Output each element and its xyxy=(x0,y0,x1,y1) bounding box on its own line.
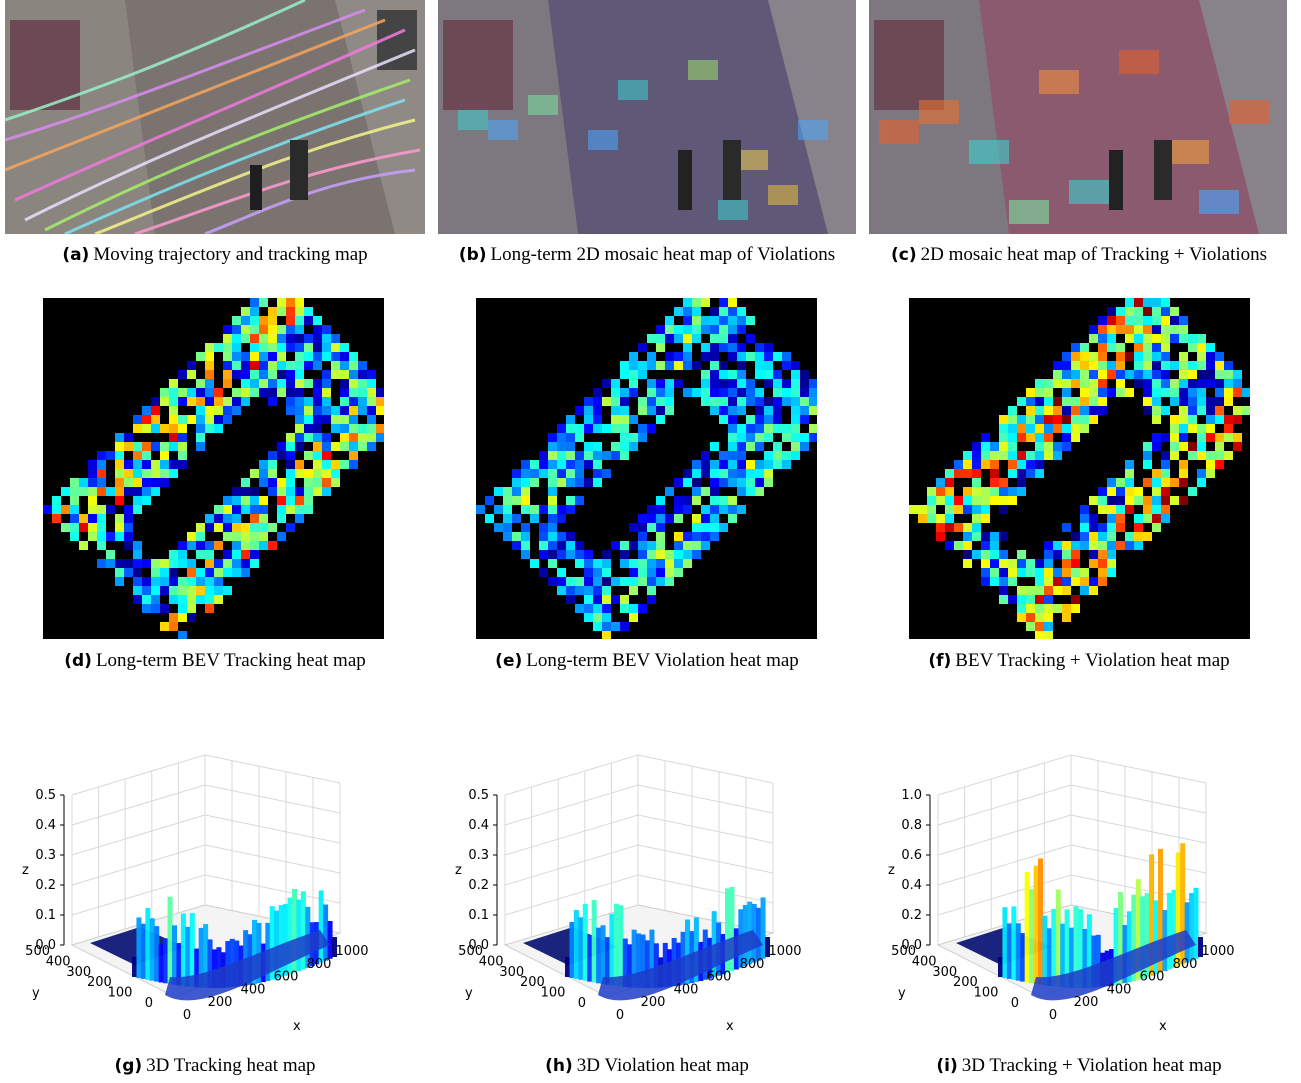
bev-heatmap-d xyxy=(43,298,384,639)
z-tick-label: 0.3 xyxy=(35,848,56,863)
caption-b-text: Long-term 2D mosaic heat map of Violatio… xyxy=(490,244,836,265)
x-tick-label: 0 xyxy=(1049,1008,1057,1023)
caption-i-label: (i) xyxy=(936,1056,958,1076)
x-axis-label: x xyxy=(293,1019,301,1034)
x-tick-label: 400 xyxy=(241,982,266,997)
z-tick-label: 0.2 xyxy=(468,878,489,893)
caption-a: (a) Moving trajectory and tracking map xyxy=(0,244,430,266)
y-tick-label: 100 xyxy=(974,986,999,1001)
z-tick-label: 0.6 xyxy=(901,848,922,863)
surface-plot-i: 0.0 0.2 0.4 0.6 0.8 1.0 z 0 100 200 300 400 500 y 0 200… xyxy=(866,745,1296,1045)
caption-g-text: 3D Tracking heat map xyxy=(146,1055,316,1076)
z-tick-label: 0.1 xyxy=(35,908,56,923)
y-tick-label: 400 xyxy=(479,954,504,969)
caption-e-label: (e) xyxy=(495,651,523,671)
y-axis-label: y xyxy=(465,986,473,1001)
z-axis-label: z xyxy=(455,863,462,878)
y-tick-label: 500 xyxy=(458,944,483,959)
caption-f-text: BEV Tracking + Violation heat map xyxy=(955,650,1230,671)
caption-c-text: 2D mosaic heat map of Tracking + Violati… xyxy=(920,244,1268,265)
x-tick-label: 200 xyxy=(208,995,233,1010)
x-tick-label: 800 xyxy=(1173,957,1198,972)
y-axis-label: y xyxy=(32,986,40,1001)
z-tick-label: 0.2 xyxy=(35,878,56,893)
caption-d-label: (d) xyxy=(64,651,92,671)
y-tick-label: 0 xyxy=(1011,996,1019,1011)
z-axis-label: z xyxy=(22,863,29,878)
x-tick-label: 1000 xyxy=(1201,944,1234,959)
caption-a-text: Moving trajectory and tracking map xyxy=(93,244,368,265)
caption-h-label: (h) xyxy=(545,1056,573,1076)
caption-g-label: (g) xyxy=(114,1056,143,1076)
x-tick-label: 600 xyxy=(274,970,299,985)
caption-f: (f) BEV Tracking + Violation heat map xyxy=(862,650,1296,672)
photo-c xyxy=(869,0,1287,234)
y-tick-label: 400 xyxy=(46,954,71,969)
y-tick-label: 400 xyxy=(912,954,937,969)
caption-e-text: Long-term BEV Violation heat map xyxy=(526,650,799,671)
x-tick-label: 200 xyxy=(1074,995,1099,1010)
caption-e: (e) Long-term BEV Violation heat map xyxy=(430,650,864,672)
x-tick-label: 600 xyxy=(1140,970,1165,985)
y-tick-label: 100 xyxy=(108,986,133,1001)
y-axis-label: y xyxy=(898,986,906,1001)
caption-i-text: 3D Tracking + Violation heat map xyxy=(961,1055,1222,1076)
x-tick-label: 600 xyxy=(707,970,732,985)
y-tick-label: 300 xyxy=(66,965,91,980)
caption-b-label: (b) xyxy=(458,245,487,265)
caption-h-text: 3D Violation heat map xyxy=(576,1055,749,1076)
z-tick-label: 0.5 xyxy=(468,788,489,803)
caption-b: (b) Long-term 2D mosaic heat map of Viola… xyxy=(430,244,864,266)
z-axis-label: z xyxy=(888,863,895,878)
y-tick-label: 200 xyxy=(520,975,545,990)
surface-plot-g: 0.0 0.1 0.2 0.3 0.4 0.5 z 0 100 200 300 400 500 y 0 200… xyxy=(0,745,430,1045)
caption-g: (g) 3D Tracking heat map xyxy=(0,1055,430,1077)
y-tick-label: 300 xyxy=(932,965,957,980)
caption-h: (h) 3D Violation heat map xyxy=(430,1055,864,1077)
z-tick-label: 1.0 xyxy=(901,788,922,803)
z-tick-label: 0.2 xyxy=(901,908,922,923)
caption-f-label: (f) xyxy=(928,651,952,671)
caption-d-text: Long-term BEV Tracking heat map xyxy=(95,650,366,671)
z-tick-label: 0.3 xyxy=(468,848,489,863)
x-tick-label: 800 xyxy=(740,957,765,972)
y-tick-label: 500 xyxy=(25,944,50,959)
x-tick-label: 0 xyxy=(183,1008,191,1023)
z-tick-label: 0.4 xyxy=(901,878,922,893)
caption-c: (c) 2D mosaic heat map of Tracking + Viol… xyxy=(862,244,1296,266)
x-axis-label: x xyxy=(726,1019,734,1034)
y-tick-label: 0 xyxy=(145,996,153,1011)
y-tick-label: 500 xyxy=(891,944,916,959)
y-tick-label: 100 xyxy=(541,986,566,1001)
x-tick-label: 400 xyxy=(674,982,699,997)
z-tick-label: 0.0 xyxy=(901,938,922,953)
y-tick-label: 200 xyxy=(953,975,978,990)
caption-d: (d) Long-term BEV Tracking heat map xyxy=(0,650,430,672)
x-tick-label: 1000 xyxy=(768,944,801,959)
caption-c-label: (c) xyxy=(890,245,917,265)
caption-a-label: (a) xyxy=(62,245,90,265)
y-tick-label: 300 xyxy=(499,965,524,980)
z-tick-label: 0.4 xyxy=(35,818,56,833)
x-tick-label: 1000 xyxy=(335,944,368,959)
caption-i: (i) 3D Tracking + Violation heat map xyxy=(862,1055,1296,1077)
bev-heatmap-e xyxy=(476,298,817,639)
z-tick-label: 0.5 xyxy=(35,788,56,803)
z-tick-label: 0.0 xyxy=(35,938,56,953)
surface-plot-h: 0.0 0.1 0.2 0.3 0.4 0.5 z 0 100 200 300 400 500 y 0 200… xyxy=(433,745,863,1045)
bev-heatmap-f xyxy=(909,298,1250,639)
x-tick-label: 400 xyxy=(1107,982,1132,997)
z-tick-label: 0.0 xyxy=(468,938,489,953)
photo-b xyxy=(438,0,856,234)
z-tick-label: 0.1 xyxy=(468,908,489,923)
y-tick-label: 0 xyxy=(578,996,586,1011)
x-axis-label: x xyxy=(1159,1019,1167,1034)
x-tick-label: 800 xyxy=(307,957,332,972)
z-tick-label: 0.8 xyxy=(901,818,922,833)
y-tick-label: 200 xyxy=(87,975,112,990)
x-tick-label: 0 xyxy=(616,1008,624,1023)
z-tick-label: 0.4 xyxy=(468,818,489,833)
x-tick-label: 200 xyxy=(641,995,666,1010)
photo-a xyxy=(5,0,425,234)
